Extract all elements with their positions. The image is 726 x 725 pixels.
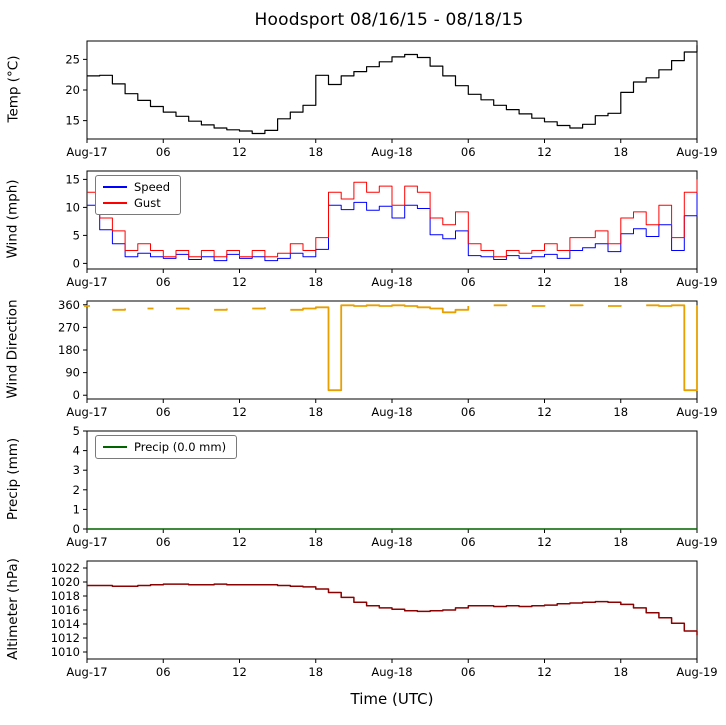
svg-text:270: 270: [58, 320, 80, 334]
svg-text:18: 18: [308, 535, 323, 549]
svg-text:0: 0: [73, 388, 80, 402]
svg-text:18: 18: [308, 405, 323, 419]
svg-text:2: 2: [73, 483, 80, 497]
speed-legend-line: [103, 186, 127, 188]
svg-text:18: 18: [613, 665, 628, 679]
svg-text:Aug-19: Aug-19: [676, 145, 717, 159]
svg-text:1010: 1010: [51, 645, 80, 659]
svg-text:Aug-18: Aug-18: [371, 665, 412, 679]
precip-legend: Precip (0.0 mm): [95, 435, 238, 459]
svg-text:18: 18: [308, 665, 323, 679]
svg-text:06: 06: [156, 405, 171, 419]
svg-text:12: 12: [537, 275, 552, 289]
svg-text:18: 18: [613, 535, 628, 549]
svg-text:25: 25: [65, 52, 80, 66]
svg-text:5: 5: [73, 426, 80, 438]
wind-chart: 0 5 10 15 Aug-17 06 12 18 Aug-18 06 12 18 Aug-19: [65, 170, 718, 289]
svg-text:18: 18: [613, 145, 628, 159]
svg-text:06: 06: [461, 145, 476, 159]
svg-text:18: 18: [308, 145, 323, 159]
wind-panel: Wind (mph) 0 5 10 15 Aug-17 06 12 18 Aug-18 06 12 1…: [0, 166, 726, 296]
svg-text:1020: 1020: [51, 575, 80, 589]
svg-text:12: 12: [537, 535, 552, 549]
svg-text:06: 06: [461, 535, 476, 549]
svg-text:0: 0: [73, 256, 80, 270]
chart-title: Hoodsport 08/16/15 - 08/18/15: [254, 10, 524, 30]
precip-legend-entry: Precip (0.0 mm): [103, 439, 226, 455]
svg-text:Aug-19: Aug-19: [676, 405, 717, 419]
svg-text:12: 12: [232, 535, 247, 549]
gust-legend-entry: Gust: [103, 195, 170, 211]
speed-legend-label: Speed: [134, 180, 171, 194]
weather-figure: Hoodsport 08/16/15 - 08/18/15 Temp (°C) …: [0, 10, 726, 708]
gust-legend-line: [103, 202, 127, 204]
svg-text:12: 12: [232, 665, 247, 679]
svg-text:12: 12: [537, 665, 552, 679]
svg-text:06: 06: [156, 665, 171, 679]
temp-panel: Temp (°C) 15 20 25 Aug-17 06 12 18 Aug-18 06 12 18…: [0, 36, 726, 166]
svg-text:20: 20: [65, 83, 80, 97]
svg-text:06: 06: [461, 275, 476, 289]
svg-text:Aug-17: Aug-17: [66, 145, 107, 159]
svg-text:12: 12: [232, 145, 247, 159]
svg-text:1: 1: [73, 502, 80, 516]
svg-text:5: 5: [73, 228, 80, 242]
wind-direction-panel: Wind Direction 0 90 180 270 360 Aug-17 06 12 18 A…: [0, 296, 726, 426]
svg-text:06: 06: [461, 665, 476, 679]
svg-text:1014: 1014: [51, 617, 80, 631]
wind-direction-chart: 0 90 180 270 360 Aug-17 06 12 18 Aug-18 06 12 18 Aug-…: [58, 298, 718, 419]
svg-text:Aug-19: Aug-19: [676, 665, 717, 679]
svg-text:Aug-19: Aug-19: [676, 535, 717, 549]
svg-text:12: 12: [537, 145, 552, 159]
svg-text:18: 18: [613, 275, 628, 289]
svg-text:Aug-18: Aug-18: [371, 145, 412, 159]
precip-legend-line: [103, 446, 127, 448]
x-axis-label: Time (UTC): [350, 690, 434, 708]
altimeter-panel: Altimeter (hPa) 1010 1012 1014 1016 1018 1020…: [0, 556, 726, 686]
svg-text:Aug-17: Aug-17: [66, 275, 107, 289]
speed-legend-entry: Speed: [103, 179, 170, 195]
svg-text:Aug-17: Aug-17: [66, 535, 107, 549]
wind-legend: Speed Gust: [95, 175, 182, 215]
svg-text:3: 3: [73, 463, 80, 477]
svg-text:Aug-18: Aug-18: [371, 405, 412, 419]
svg-text:4: 4: [73, 444, 80, 458]
svg-text:0: 0: [73, 522, 80, 536]
svg-text:06: 06: [156, 535, 171, 549]
svg-text:Aug-19: Aug-19: [676, 275, 717, 289]
svg-text:18: 18: [308, 275, 323, 289]
temp-chart: 15 20 25 Aug-17 06 12 18 Aug-18 06 12 18 Aug-19: [65, 40, 718, 159]
svg-text:06: 06: [156, 275, 171, 289]
svg-text:12: 12: [537, 405, 552, 419]
svg-text:12: 12: [232, 275, 247, 289]
precip-legend-label: Precip (0.0 mm): [134, 440, 227, 454]
svg-text:1012: 1012: [51, 631, 80, 645]
svg-text:Aug-18: Aug-18: [371, 535, 412, 549]
svg-text:1016: 1016: [51, 603, 80, 617]
svg-text:06: 06: [461, 405, 476, 419]
svg-text:10: 10: [65, 200, 80, 214]
gust-legend-label: Gust: [134, 196, 161, 210]
svg-text:15: 15: [65, 172, 80, 186]
svg-text:360: 360: [58, 298, 80, 312]
svg-text:1022: 1022: [51, 561, 80, 575]
svg-text:18: 18: [613, 405, 628, 419]
svg-text:06: 06: [156, 145, 171, 159]
svg-text:Aug-18: Aug-18: [371, 275, 412, 289]
svg-text:Aug-17: Aug-17: [66, 405, 107, 419]
svg-text:12: 12: [232, 405, 247, 419]
svg-text:180: 180: [58, 343, 80, 357]
svg-text:Aug-17: Aug-17: [66, 665, 107, 679]
svg-text:90: 90: [65, 366, 80, 380]
svg-text:1018: 1018: [51, 589, 80, 603]
precip-panel: Precip (mm) 0 1 2 3 4 5 Aug-17 06 12 18 Aug-18 06 12…: [0, 426, 726, 556]
svg-text:15: 15: [65, 114, 80, 128]
